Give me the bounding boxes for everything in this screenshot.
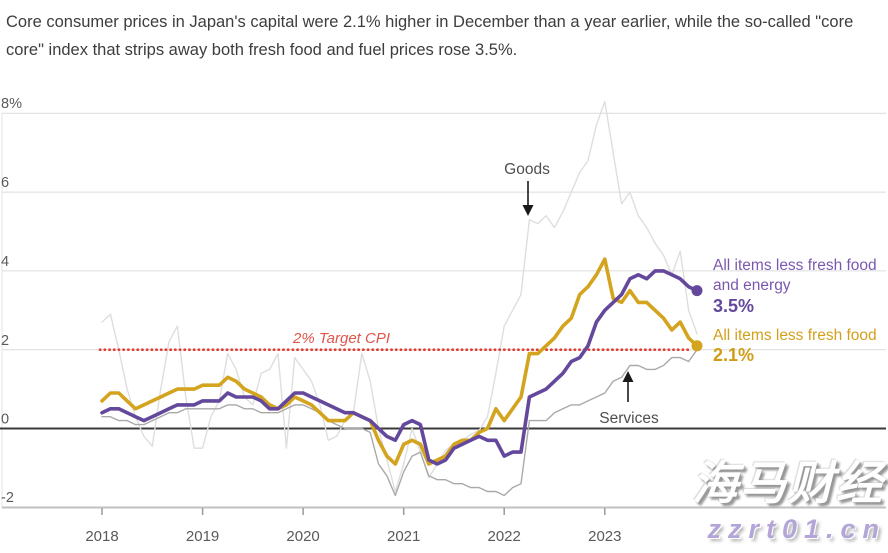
legend-core-core-value: 3.5% (713, 296, 754, 316)
services-annotation: Services (599, 371, 659, 427)
legend-core-core-line2: and energy (713, 277, 791, 294)
legend-core-line1: All items less fresh food (713, 327, 877, 344)
y-axis-labels: 8% 6 4 2 0 -2 (1, 96, 22, 506)
x-label-2023: 2023 (588, 528, 621, 545)
series-all-items-less-fresh-food (100, 257, 699, 466)
background-series-layer (101, 100, 698, 497)
goods-arrow-down-icon (522, 205, 534, 216)
series-legend: All items less fresh food and energy 3.5… (713, 257, 877, 365)
end-dot-all-items-less-fresh-food (691, 340, 703, 352)
x-label-2021: 2021 (387, 528, 420, 545)
target-cpi-label: 2% Target CPI (292, 330, 390, 347)
gridlines (0, 112, 886, 515)
y-label-neg2: -2 (1, 490, 14, 506)
legend-core-value: 2.1% (713, 345, 754, 365)
series-services (101, 349, 698, 497)
y-label-8: 8% (1, 96, 22, 112)
series-goods (101, 100, 698, 493)
y-label-0: 0 (1, 412, 9, 428)
series-all-items-less-fresh-food-and-energy (100, 269, 699, 466)
x-label-2020: 2020 (286, 528, 319, 545)
x-label-2018: 2018 (85, 528, 118, 545)
services-arrow-up-icon (622, 371, 634, 382)
y-label-2: 2 (1, 333, 9, 349)
x-label-2022: 2022 (488, 528, 521, 545)
goods-annotation: Goods (504, 161, 550, 216)
y-label-6: 6 (1, 175, 9, 191)
services-label: Services (599, 410, 659, 427)
main-series-layer (100, 257, 703, 466)
x-label-2019: 2019 (186, 528, 219, 545)
headline-text: Core consumer prices in Japan's capital … (6, 13, 854, 59)
watermark-brand: 海马财经 (692, 457, 884, 509)
end-dot-all-items-less-fresh-food-and-energy (691, 285, 703, 297)
y-label-4: 4 (1, 254, 9, 270)
x-axis-ticks (101, 508, 606, 515)
watermark-site: zzrt01.cn (707, 514, 886, 544)
x-axis-labels: 2018 2019 2020 2021 2022 2023 (85, 528, 621, 545)
goods-label: Goods (504, 161, 550, 178)
legend-core-core-line1: All items less fresh food (713, 257, 877, 274)
